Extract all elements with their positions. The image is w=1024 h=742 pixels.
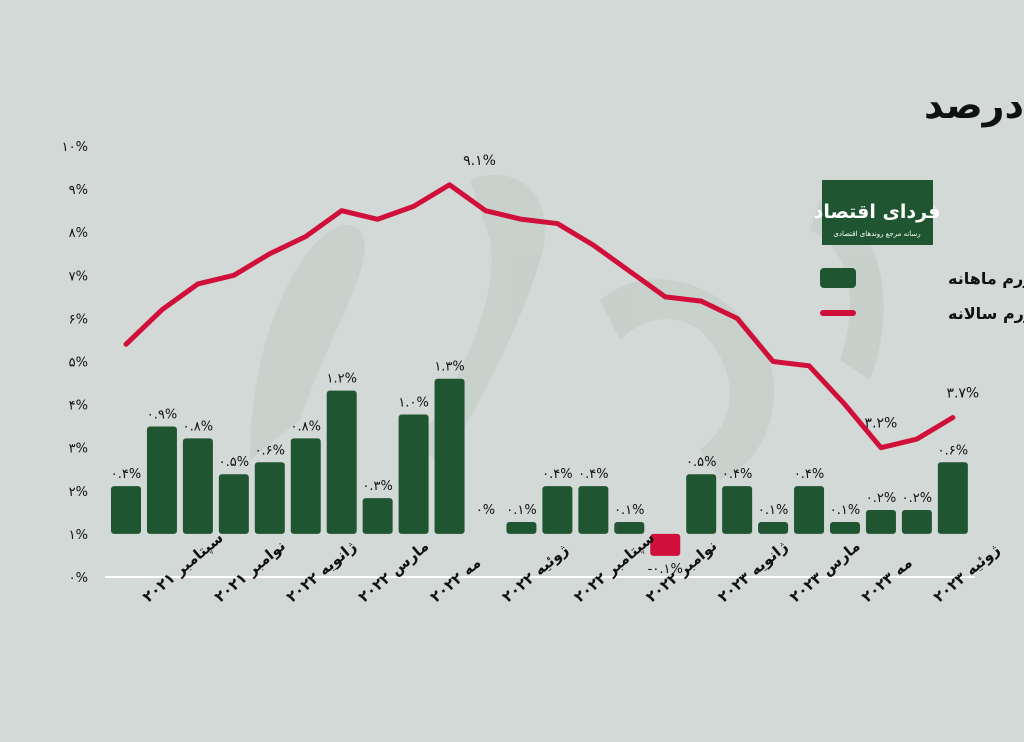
legend-swatch-monthly <box>820 268 856 288</box>
monthly-bar-label: -۰.۱% <box>648 562 683 577</box>
legend: تورم ماهانه تورم سالانه <box>820 268 1024 323</box>
monthly-bar-label: ۰.۴% <box>578 467 608 482</box>
monthly-bar <box>182 438 213 534</box>
monthly-bar <box>326 390 357 534</box>
monthly-bar <box>218 474 249 534</box>
monthly-bar <box>901 510 932 534</box>
x-tick-label: ژانویه ۲۰۲۲ <box>283 537 360 606</box>
monthly-bar <box>506 521 537 534</box>
y-axis: ۰% ۱% ۲% ۳% ۴% ۵% ۶% ۷% ۸% ۹% ۱۰% <box>62 140 88 586</box>
monthly-bar <box>686 474 717 534</box>
monthly-bar-label: ۰.۲% <box>902 491 932 506</box>
monthly-bar <box>434 378 465 534</box>
x-tick-label: ژوئیه ۲۰۲۳ <box>930 540 1003 606</box>
monthly-bar <box>290 438 321 534</box>
bars-layer <box>111 378 968 556</box>
monthly-bar-label: ۰.۴% <box>542 467 572 482</box>
y-tick-label: ۵% <box>69 356 88 371</box>
monthly-bar-label: ۱.۳% <box>434 360 464 375</box>
x-tick-label: نوامبر ۲۰۲۱ <box>211 536 289 606</box>
monthly-bar-label: ۰.۲% <box>866 491 896 506</box>
monthly-bar-label: ۱.۲% <box>326 372 356 387</box>
logo: فردای اقتصاد رسانه مرجع روندهای اقتصادی <box>814 180 941 245</box>
monthly-bar-label: ۰.۴% <box>722 467 752 482</box>
monthly-bar-label: ۰.۸% <box>183 419 213 434</box>
monthly-bar-label: ۰.۱% <box>614 503 644 518</box>
monthly-bar-negative <box>650 533 681 556</box>
chart-title: افزایش تورم سالانه آمریکا به ۳/۷ درصد <box>924 81 1024 128</box>
bar-labels-layer: ۰.۴% ۰.۹% ۰.۸% ۰.۵% ۰.۶% ۰.۸% ۱.۲% ۰.۳% ۱.۰% ۱.۳%… <box>111 360 968 577</box>
monthly-bar-label: ۰.۹% <box>147 407 177 422</box>
monthly-bar-label: ۰.۱% <box>506 503 536 518</box>
monthly-bar <box>722 486 753 534</box>
annual-inflation-line <box>123 182 956 451</box>
y-tick-label: ۴% <box>69 399 88 414</box>
monthly-bar-label: ۰.۵% <box>219 455 249 470</box>
monthly-bar <box>578 486 609 534</box>
annual-point-label: ۳.۷% <box>946 386 979 402</box>
monthly-bar-label: ۰.۸% <box>291 419 321 434</box>
annual-point-label: ۳.۲% <box>865 416 898 432</box>
monthly-bar <box>111 486 141 534</box>
monthly-bar <box>830 521 860 534</box>
y-tick-label: ۷% <box>69 269 88 284</box>
annual-point-label: ۹.۱% <box>463 153 496 169</box>
legend-label-monthly: تورم ماهانه <box>948 269 1024 288</box>
monthly-bar <box>146 426 177 534</box>
monthly-bar-label: ۰.۶% <box>255 443 285 458</box>
monthly-bar-label: ۰.۱% <box>830 503 860 518</box>
monthly-bar <box>937 462 968 534</box>
x-tick-label: ژانویه ۲۰۲۳ <box>714 537 791 606</box>
x-tick-label: مارس ۲۰۲۳ <box>786 537 864 606</box>
y-tick-label: ۶% <box>69 312 88 327</box>
monthly-bar <box>398 414 429 534</box>
monthly-bar-label: ۰.۵% <box>686 455 716 470</box>
monthly-bar-label: ۰.۶% <box>938 443 968 458</box>
monthly-bar-label: ۰.۳% <box>362 479 392 494</box>
monthly-bar <box>254 462 285 534</box>
x-tick-label: مه ۲۰۲۲ <box>427 554 485 607</box>
y-tick-label: ۸% <box>69 226 88 241</box>
monthly-bar-label: ۱.۰% <box>398 396 428 411</box>
x-tick-label: ژوئیه ۲۰۲۲ <box>499 540 572 606</box>
y-tick-label: ۱% <box>69 528 88 543</box>
monthly-bar-label: ۰.۴% <box>794 467 824 482</box>
monthly-bar-label: ۰.۱% <box>758 503 788 518</box>
monthly-bar <box>865 510 896 534</box>
logo-tagline: رسانه مرجع روندهای اقتصادی <box>833 230 920 238</box>
legend-swatch-annual <box>820 310 856 316</box>
monthly-bar <box>542 486 573 534</box>
x-tick-label: مه ۲۰۲۳ <box>858 554 916 607</box>
monthly-bar <box>758 521 789 534</box>
monthly-bar <box>794 486 825 534</box>
line-labels-layer: ۹.۱% ۳.۲% ۳.۷% <box>125 153 979 448</box>
y-tick-label: ۲% <box>69 485 88 500</box>
logo-name: فردای اقتصاد <box>814 201 941 223</box>
monthly-bar <box>614 521 645 534</box>
monthly-bar-label: ۰% <box>476 503 495 518</box>
monthly-bar <box>362 498 393 534</box>
y-tick-label: ۹% <box>69 183 88 198</box>
y-tick-label: ۰% <box>69 571 88 586</box>
x-tick-label: مارس ۲۰۲۲ <box>355 537 433 606</box>
legend-label-annual: تورم سالانه <box>948 304 1024 323</box>
y-tick-label: ۱۰% <box>62 140 88 155</box>
monthly-bar-label: ۰.۴% <box>111 467 141 482</box>
y-tick-label: ۳% <box>69 442 88 457</box>
